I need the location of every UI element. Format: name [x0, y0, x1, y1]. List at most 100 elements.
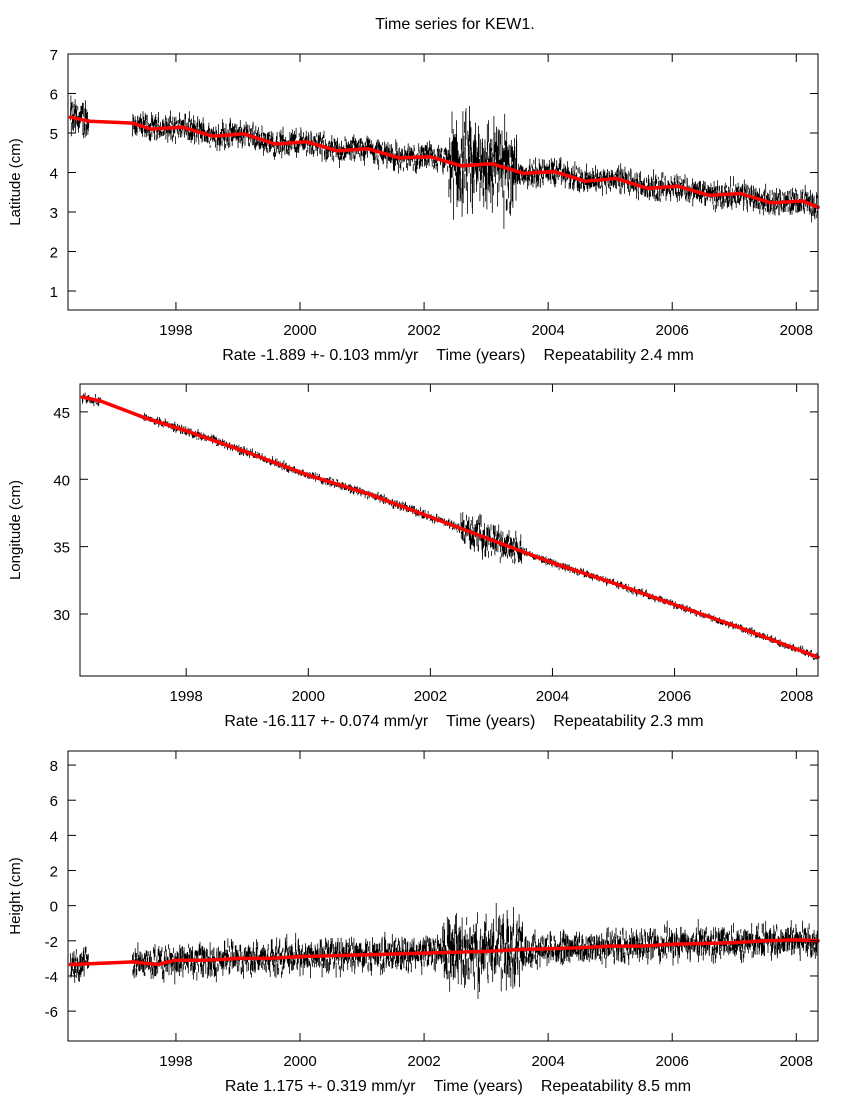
- repeatability-text: Repeatability 2.4 mm: [543, 347, 693, 364]
- y-tick-label: 40: [53, 472, 70, 489]
- x-tick-label: 2000: [283, 1053, 316, 1070]
- model-point: [550, 561, 555, 565]
- x-tick-label: 2000: [292, 688, 325, 705]
- y-axis-label: Longitude (cm): [7, 480, 24, 580]
- x-tick-label: 2002: [414, 688, 447, 705]
- model-point: [68, 115, 73, 120]
- y-tick-label: 1: [50, 284, 58, 301]
- model-point: [733, 624, 738, 628]
- model-point: [98, 399, 103, 403]
- model-point: [763, 939, 768, 943]
- model-point: [174, 958, 178, 962]
- model-point: [611, 581, 616, 585]
- y-tick-label: 8: [50, 758, 58, 775]
- model-point: [304, 139, 309, 144]
- x-tick-label: 2002: [407, 322, 440, 339]
- y-tick-label: 6: [50, 793, 58, 810]
- x-axis-title: Time (years): [434, 1078, 523, 1095]
- model-point: [732, 940, 737, 945]
- model-fit-line: [70, 938, 819, 967]
- model-point: [484, 949, 488, 954]
- model-point: [794, 938, 799, 942]
- model-point: [211, 134, 215, 138]
- model-point: [546, 946, 550, 951]
- model-point: [800, 199, 805, 203]
- x-axis-title: Time (years): [446, 713, 535, 730]
- model-point: [428, 515, 433, 519]
- model-point: [794, 647, 799, 651]
- model-point: [298, 954, 302, 959]
- model-point: [769, 201, 774, 205]
- repeatability-text: Repeatability 8.5 mm: [541, 1078, 691, 1095]
- model-point: [583, 179, 588, 184]
- x-tick-label: 2006: [658, 688, 691, 705]
- x-axis-title: Time (years): [436, 347, 525, 364]
- y-tick-label: -6: [45, 1004, 58, 1021]
- model-point: [608, 944, 612, 948]
- model-point: [155, 962, 160, 967]
- y-tick-label: 3: [50, 205, 58, 222]
- y-tick-label: 35: [53, 540, 70, 557]
- model-point: [149, 127, 153, 131]
- x-tick-label: 1998: [159, 1053, 192, 1070]
- y-tick-label: -4: [45, 969, 58, 986]
- y-tick-label: 2: [50, 864, 58, 881]
- y-axis-label: Latitude (cm): [7, 138, 24, 226]
- model-point: [707, 193, 712, 198]
- model-point: [459, 164, 464, 168]
- x-tick-label: 2000: [283, 322, 316, 339]
- y-tick-label: 6: [50, 87, 58, 104]
- model-point: [87, 961, 91, 966]
- model-point: [329, 953, 333, 958]
- model-point: [738, 191, 743, 196]
- model-point: [360, 953, 364, 957]
- model-point: [614, 176, 619, 181]
- model-point: [676, 184, 681, 189]
- model-point: [273, 142, 277, 146]
- model-point: [87, 119, 91, 123]
- model-point: [130, 960, 135, 964]
- panel-1: 1998 2000 2002 2004 2006 2008 1 2 3 4 5 6 7 Latitude …: [7, 47, 820, 364]
- x-tick-label: 2004: [531, 1053, 564, 1070]
- x-axis-label: Rate -16.117 +- 0.074 mm/yr Time (years) R…: [224, 713, 703, 730]
- model-point: [367, 492, 372, 496]
- model-point: [184, 428, 189, 433]
- model-point: [130, 121, 135, 125]
- x-axis-label: Rate -1.889 +- 0.103 mm/yr Time (years) Re…: [222, 347, 694, 364]
- model-point: [428, 154, 433, 159]
- x-tick-label: 2008: [780, 322, 813, 339]
- model-point: [577, 946, 581, 950]
- model-point: [245, 450, 250, 455]
- y-axis-label: Height (cm): [7, 857, 24, 935]
- model-point: [453, 950, 457, 955]
- model-point: [267, 956, 271, 961]
- y-tick-label: 2: [50, 245, 58, 262]
- x-tick-label: 1998: [170, 688, 203, 705]
- model-point: [242, 132, 246, 136]
- x-tick-label: 2004: [536, 688, 569, 705]
- x-tick-label: 2008: [780, 688, 813, 705]
- model-point: [552, 169, 557, 174]
- model-point: [80, 395, 85, 399]
- model-point: [68, 962, 73, 967]
- model-point: [205, 958, 209, 962]
- y-tick-label: 30: [53, 607, 70, 624]
- x-tick-label: 2008: [780, 1053, 813, 1070]
- model-point: [489, 538, 494, 542]
- x-tick-label: 2006: [656, 1053, 689, 1070]
- model-point: [236, 956, 240, 961]
- model-point: [672, 602, 677, 607]
- model-point: [306, 473, 311, 478]
- plot-frame: [79, 383, 819, 677]
- x-tick-label: 1998: [159, 322, 192, 339]
- model-point: [639, 944, 644, 948]
- chart-title: Time series for KEW1.: [375, 16, 535, 33]
- rate-text: Rate 1.175 +- 0.319 mm/yr: [225, 1078, 416, 1095]
- model-point: [397, 156, 402, 160]
- x-axis-label: Rate 1.175 +- 0.319 mm/yr Time (years) Rep…: [225, 1078, 691, 1095]
- x-tick-label: 2004: [531, 322, 564, 339]
- model-point: [141, 415, 146, 420]
- model-point: [180, 125, 184, 129]
- y-tick-label: 7: [50, 47, 58, 64]
